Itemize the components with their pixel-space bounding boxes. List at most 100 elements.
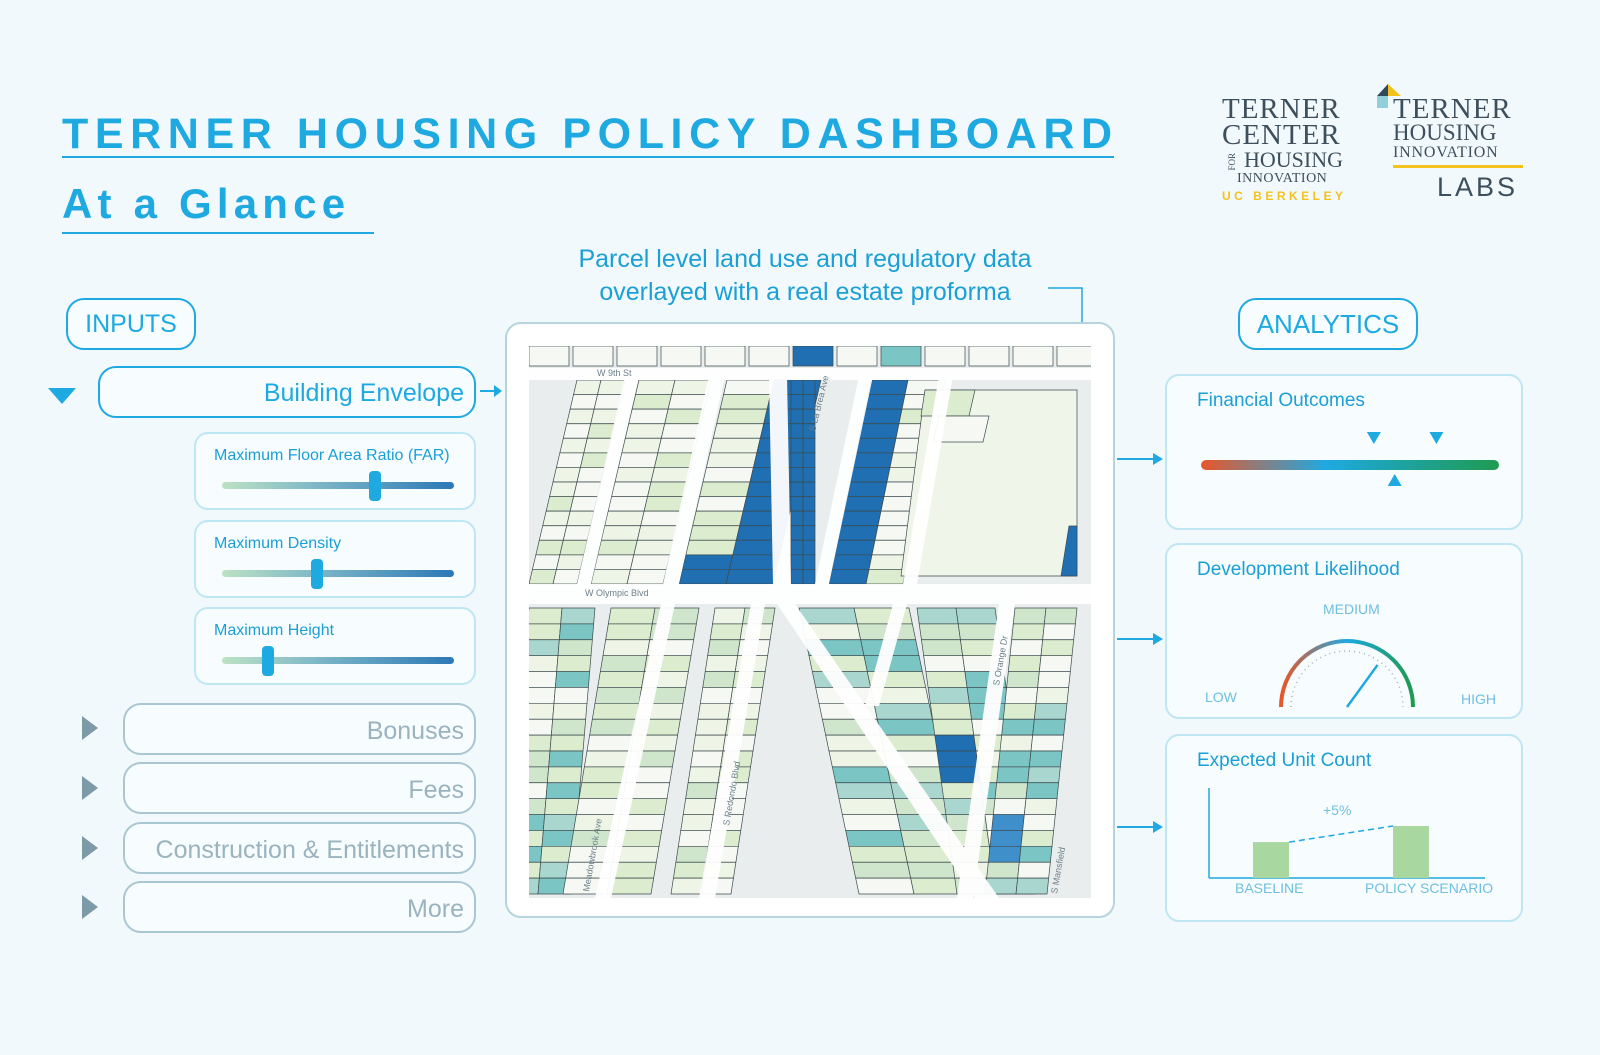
- parcel[interactable]: [546, 766, 583, 784]
- development-likelihood-card[interactable]: Development Likelihood MEDIUM LOW HIGH: [1165, 543, 1523, 719]
- parcel[interactable]: [680, 814, 714, 831]
- parcel[interactable]: [705, 452, 758, 468]
- parcel[interactable]: [529, 877, 540, 895]
- parcel[interactable]: [790, 496, 804, 512]
- parcel[interactable]: [992, 798, 1027, 815]
- parcel[interactable]: [790, 437, 804, 454]
- parcel[interactable]: [1012, 346, 1054, 367]
- parcel[interactable]: [529, 346, 570, 367]
- parcel[interactable]: [660, 423, 702, 439]
- parcel[interactable]: [802, 539, 816, 556]
- density-slider-track[interactable]: [222, 570, 454, 577]
- parcel[interactable]: [635, 379, 676, 395]
- parcel[interactable]: [704, 346, 746, 367]
- parcel[interactable]: [685, 782, 719, 800]
- parcel[interactable]: [1027, 766, 1061, 784]
- parcel[interactable]: [621, 437, 662, 454]
- parcel[interactable]: [597, 671, 645, 688]
- parcel[interactable]: [529, 655, 559, 672]
- parcel[interactable]: [837, 525, 879, 541]
- parcel[interactable]: [554, 671, 591, 688]
- parcel[interactable]: [712, 607, 746, 625]
- parcel[interactable]: [994, 782, 1029, 800]
- expand-triangle-icon[interactable]: [48, 388, 76, 404]
- parcel[interactable]: [699, 481, 751, 497]
- parcel[interactable]: [849, 467, 891, 483]
- more-button[interactable]: More: [123, 881, 476, 933]
- parcel[interactable]: [1035, 687, 1070, 704]
- parcel[interactable]: [562, 423, 592, 439]
- parcel[interactable]: [790, 525, 804, 541]
- parcel[interactable]: [640, 510, 681, 527]
- parcel[interactable]: [1037, 671, 1071, 688]
- density-slider-thumb[interactable]: [311, 559, 324, 589]
- parcel[interactable]: [802, 554, 816, 570]
- parcel[interactable]: [597, 379, 626, 395]
- parcel[interactable]: [657, 437, 698, 454]
- parcel[interactable]: [880, 346, 922, 367]
- parcel[interactable]: [709, 437, 761, 454]
- parcel[interactable]: [591, 702, 640, 720]
- parcel[interactable]: [790, 554, 804, 570]
- parcel[interactable]: [599, 655, 648, 672]
- parcel[interactable]: [1040, 639, 1075, 657]
- parcel[interactable]: [562, 525, 592, 541]
- parcel[interactable]: [1033, 702, 1068, 720]
- expand-triangle-icon[interactable]: [82, 776, 98, 800]
- parcel[interactable]: [841, 814, 902, 831]
- expand-triangle-icon[interactable]: [82, 895, 98, 919]
- parcel[interactable]: [852, 452, 894, 468]
- parcel[interactable]: [1028, 750, 1063, 768]
- parcel[interactable]: [1007, 655, 1042, 672]
- parcel[interactable]: [790, 394, 804, 410]
- parcel[interactable]: [864, 394, 906, 410]
- parcel[interactable]: [695, 496, 748, 512]
- parcel[interactable]: [529, 623, 562, 641]
- construction-entitlements-button[interactable]: Construction & Entitlements: [123, 822, 476, 874]
- parcel[interactable]: [1020, 830, 1055, 847]
- parcel[interactable]: [579, 452, 609, 468]
- parcel[interactable]: [1004, 687, 1039, 704]
- parcel[interactable]: [719, 394, 772, 410]
- parcel[interactable]: [999, 734, 1034, 752]
- parcel[interactable]: [569, 496, 599, 512]
- parcel[interactable]: [1012, 607, 1047, 625]
- parcel[interactable]: [624, 423, 666, 439]
- expand-triangle-icon[interactable]: [82, 836, 98, 860]
- parcel[interactable]: [702, 467, 754, 483]
- parcel[interactable]: [728, 554, 781, 570]
- parcel[interactable]: [834, 539, 876, 556]
- parcel[interactable]: [628, 408, 669, 425]
- parcel[interactable]: [538, 525, 568, 541]
- parcel[interactable]: [590, 408, 619, 425]
- parcel[interactable]: [604, 510, 645, 527]
- parcel-map[interactable]: W 9th St S La Brea Ave W Olympic Blvd S Red…: [505, 322, 1115, 918]
- parcel[interactable]: [918, 623, 961, 641]
- height-slider-thumb[interactable]: [262, 646, 275, 676]
- parcel[interactable]: [802, 452, 816, 468]
- parcel[interactable]: [865, 569, 907, 585]
- bonuses-button[interactable]: Bonuses: [123, 703, 476, 755]
- financial-outcomes-card[interactable]: Financial Outcomes: [1165, 374, 1523, 530]
- parcel[interactable]: [790, 408, 804, 425]
- parcel[interactable]: [855, 437, 897, 454]
- parcel[interactable]: [529, 687, 556, 704]
- parcel[interactable]: [673, 861, 707, 879]
- parcel[interactable]: [529, 782, 548, 800]
- parcel[interactable]: [544, 798, 580, 815]
- parcel[interactable]: [932, 718, 975, 736]
- parcel[interactable]: [542, 814, 579, 831]
- parcel[interactable]: [558, 623, 595, 641]
- fees-button[interactable]: Fees: [123, 762, 476, 814]
- parcel[interactable]: [590, 569, 631, 585]
- parcel[interactable]: [802, 510, 816, 527]
- parcel[interactable]: [802, 525, 816, 541]
- parcel[interactable]: [923, 655, 966, 672]
- parcel[interactable]: [748, 346, 790, 367]
- parcel[interactable]: [867, 379, 909, 395]
- parcel[interactable]: [566, 510, 595, 527]
- parcel[interactable]: [548, 750, 584, 768]
- parcel[interactable]: [629, 554, 671, 570]
- parcel[interactable]: [1030, 734, 1065, 752]
